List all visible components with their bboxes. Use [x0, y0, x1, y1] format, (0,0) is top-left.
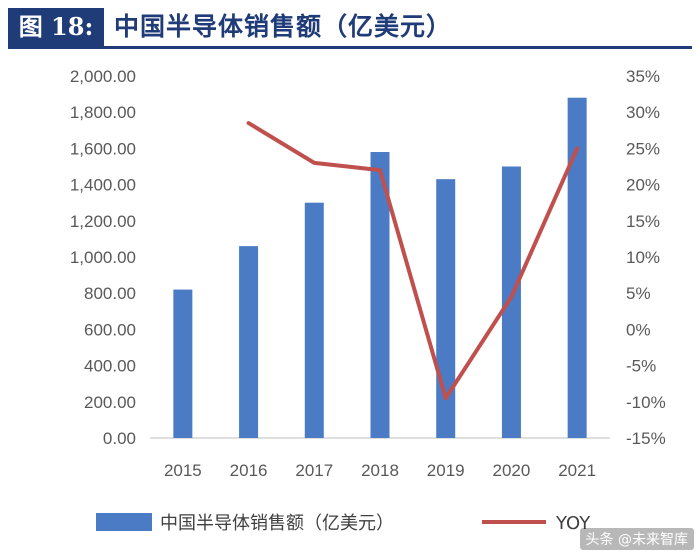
x-tick-label: 2015 — [164, 461, 202, 480]
x-tick-label: 2021 — [558, 461, 596, 480]
watermark: 头条 @未来智库 — [579, 528, 694, 550]
yoy-point — [445, 397, 447, 399]
x-tick-label: 2017 — [295, 461, 333, 480]
y-right-tick-label: 25% — [626, 139, 660, 158]
figure-header: 图 18: 中国半导体销售额（亿美元） — [8, 8, 692, 49]
y-right-tick-label: -15% — [626, 429, 666, 448]
bar — [370, 152, 390, 438]
y-right-tick-label: 5% — [626, 284, 651, 303]
x-tick-label: 2016 — [230, 461, 268, 480]
x-tick-label: 2019 — [427, 461, 465, 480]
bar — [304, 202, 324, 438]
y-left-tick-label: 1,800.00 — [70, 103, 136, 122]
legend-bar-swatch — [96, 513, 152, 531]
bar — [239, 246, 259, 438]
y-left-tick-label: 600.00 — [84, 320, 136, 339]
bar — [173, 289, 193, 438]
y-left-tick-label: 200.00 — [84, 393, 136, 412]
y-right-tick-label: -5% — [626, 357, 656, 376]
x-tick-label: 2018 — [361, 461, 399, 480]
bar — [567, 97, 587, 438]
y-left-tick-label: 0.00 — [103, 429, 136, 448]
yoy-point — [576, 147, 578, 149]
y-left-tick-label: 400.00 — [84, 357, 136, 376]
yoy-point — [248, 122, 250, 124]
yoy-point — [510, 296, 512, 298]
y-left-tick-label: 1,000.00 — [70, 248, 136, 267]
y-left-tick-label: 1,400.00 — [70, 176, 136, 195]
y-left-tick-label: 800.00 — [84, 284, 136, 303]
yoy-line — [246, 121, 580, 401]
y-right-tick-label: -10% — [626, 393, 666, 412]
y-right-tick-label: 0% — [626, 320, 651, 339]
figure-title: 中国半导体销售额（亿美元） — [114, 12, 453, 41]
bar — [436, 179, 456, 439]
y-right-tick-label: 10% — [626, 248, 660, 267]
y-left-tick-label: 1,600.00 — [70, 139, 136, 158]
y-left-tick-label: 2,000.00 — [70, 67, 136, 86]
legend-bar-label: 中国半导体销售额（亿美元） — [160, 513, 394, 534]
legend-line-label: YOY — [555, 513, 591, 534]
yoy-point — [379, 169, 381, 171]
y-right-tick-label: 15% — [626, 212, 660, 231]
y-left-tick-label: 1,200.00 — [70, 212, 136, 231]
figure-label: 图 18: — [8, 8, 104, 46]
bar — [501, 166, 521, 438]
y-right-tick-label: 30% — [626, 103, 660, 122]
yoy-point — [313, 162, 315, 164]
y-right-tick-label: 35% — [626, 67, 660, 86]
y-right-tick-label: 20% — [626, 176, 660, 195]
x-tick-label: 2020 — [493, 461, 531, 480]
